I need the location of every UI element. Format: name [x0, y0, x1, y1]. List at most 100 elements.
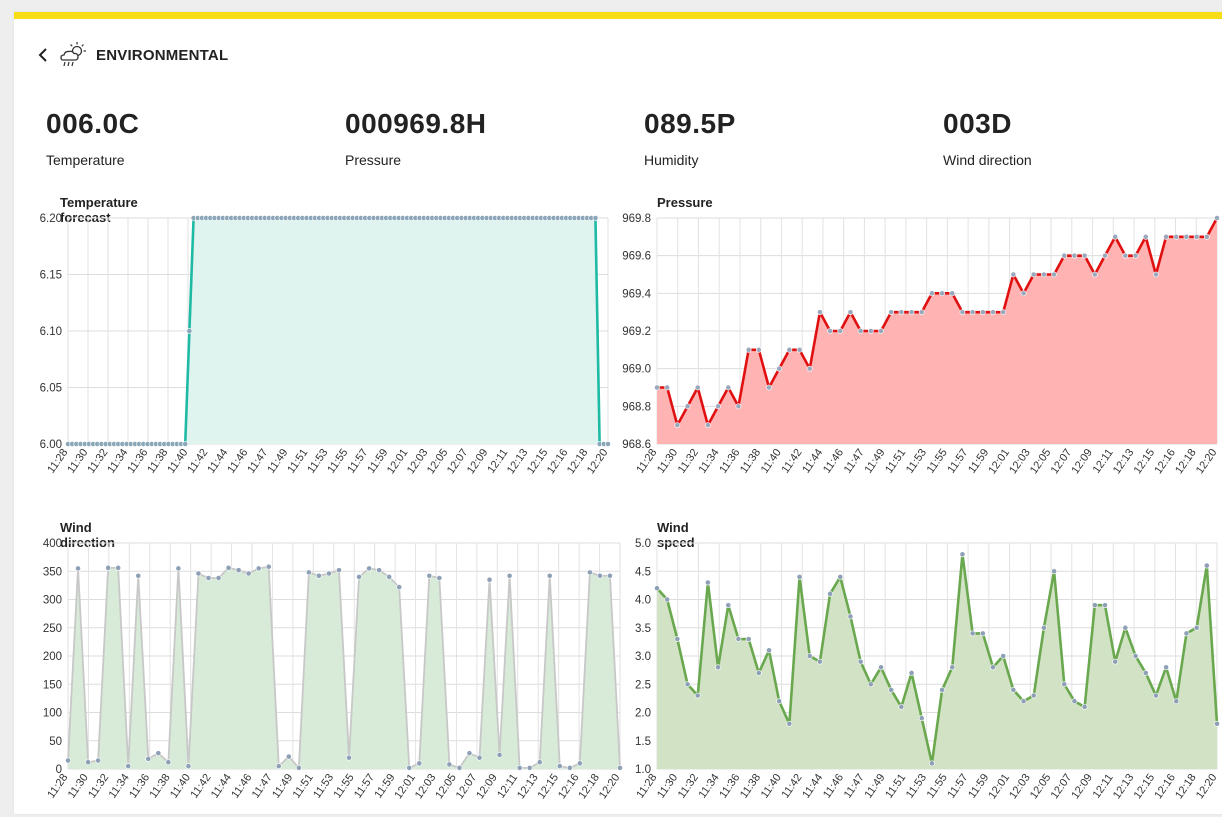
data-point [1153, 271, 1159, 278]
x-tick-label: 12:20 [585, 447, 611, 476]
x-tick-label: 12:18 [576, 772, 602, 801]
x-tick-label: 11:30 [655, 772, 680, 801]
partly-cloudy-rain-icon [58, 40, 88, 70]
data-point [446, 761, 453, 768]
x-tick-label: 11:47 [842, 447, 867, 476]
data-point [1132, 653, 1139, 659]
y-tick-label: 969.2 [622, 326, 651, 338]
data-point [1122, 624, 1129, 631]
data-point [817, 658, 823, 665]
data-point [607, 572, 613, 579]
x-tick-label: 11:36 [127, 772, 152, 801]
data-point [1000, 309, 1007, 316]
x-tick-label: 11:57 [945, 447, 970, 476]
data-point [516, 764, 523, 771]
x-tick-label: 11:38 [738, 447, 763, 476]
data-point [1112, 233, 1119, 240]
x-tick-label: 12:01 [986, 447, 1012, 476]
data-point [755, 670, 762, 676]
data-point [949, 664, 956, 671]
data-point [745, 346, 752, 353]
data-point [1122, 252, 1129, 259]
x-tick-label: 11:55 [925, 772, 950, 801]
data-point [766, 384, 772, 391]
data-point [75, 565, 81, 572]
x-tick-label: 12:03 [405, 447, 431, 476]
stat-label: Temperature [46, 152, 125, 168]
x-tick-label: 12:20 [1194, 447, 1220, 476]
data-point [225, 564, 232, 571]
data-point [705, 579, 711, 586]
y-tick-label: 968.6 [622, 439, 651, 451]
data-point [1081, 252, 1088, 259]
data-point [476, 754, 483, 761]
x-tick-label: 11:38 [145, 447, 170, 476]
data-point [255, 565, 262, 572]
x-tick-label: 11:49 [862, 447, 887, 476]
x-tick-label: 11:47 [250, 772, 275, 801]
data-point [1020, 698, 1027, 705]
x-tick-label: 11:36 [717, 447, 742, 476]
y-tick-label: 6.05 [40, 383, 62, 395]
stat-value: 006.0C [46, 108, 140, 139]
y-tick-label: 969.6 [622, 251, 651, 263]
data-point [592, 215, 599, 221]
x-tick-label: 11:34 [697, 772, 722, 801]
data-point [605, 441, 611, 447]
x-tick-label: 11:42 [185, 447, 210, 476]
data-point [674, 422, 681, 429]
y-tick-label: 1.0 [635, 764, 651, 776]
data-point [654, 384, 660, 391]
x-tick-label: 12:07 [1049, 447, 1075, 476]
data-points [65, 563, 623, 771]
data-point [786, 720, 793, 727]
data-point [898, 309, 905, 316]
data-point [456, 764, 463, 771]
y-tick-label: 50 [49, 736, 62, 748]
x-tick-label: 11:30 [655, 447, 680, 476]
x-tick-label: 11:51 [291, 772, 316, 801]
y-tick-label: 150 [43, 679, 62, 691]
data-point [1041, 624, 1047, 631]
data-point [65, 757, 71, 764]
data-point [715, 664, 721, 671]
data-point [1173, 698, 1180, 705]
data-point [725, 384, 732, 391]
data-point [1000, 653, 1007, 659]
x-tick-label: 11:53 [311, 772, 336, 801]
data-point [1061, 681, 1068, 688]
data-point [664, 596, 671, 603]
data-point [1102, 602, 1108, 609]
data-point [1142, 670, 1149, 676]
data-point [1203, 562, 1210, 569]
wind-speed-chart-svg: 1.01.52.02.53.03.54.04.55.011:2811:3011:… [634, 538, 1220, 801]
data-point [979, 630, 986, 637]
data-point [336, 567, 342, 574]
page-header: ENVIRONMENTAL [38, 40, 228, 70]
x-tick-label: 12:07 [454, 772, 480, 801]
x-tick-label: 12:09 [1069, 447, 1095, 476]
page-title: ENVIRONMENTAL [96, 46, 229, 64]
data-point [376, 567, 383, 574]
data-point [285, 753, 292, 760]
stat-wind-direction: 003D Wind direction [943, 108, 1222, 168]
data-point [969, 309, 976, 316]
pressure-chart-svg: 968.6 968.8 969.0 969.2 969.4 969.6 969.8 11:28… [622, 213, 1220, 476]
data-point [1214, 720, 1220, 727]
y-tick-label: 969.0 [622, 364, 651, 376]
chevron-left-icon[interactable] [38, 48, 52, 62]
x-tick-label: 11:51 [285, 447, 310, 476]
data-point [908, 309, 915, 316]
data-point [837, 574, 844, 580]
series-area [657, 218, 1217, 444]
data-point [295, 764, 302, 771]
x-tick-label: 12:05 [433, 772, 459, 801]
x-tick-label: 12:16 [545, 447, 571, 476]
data-point [305, 569, 312, 576]
data-point [245, 570, 252, 577]
data-point [396, 584, 403, 590]
data-points [65, 215, 611, 447]
x-tick-label: 12:13 [1111, 772, 1137, 801]
x-tick-label: 11:38 [148, 772, 173, 801]
data-point [1203, 233, 1210, 240]
